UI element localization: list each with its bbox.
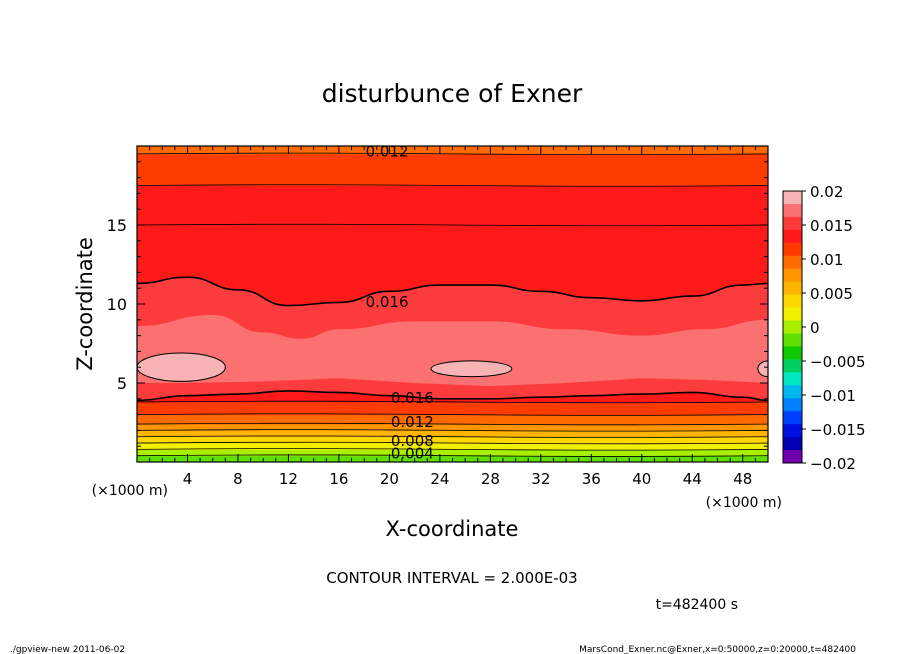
footer-right: MarsCond_Exner.nc@Exner,x=0:50000,z=0:20… bbox=[579, 645, 856, 654]
y-tick-label: 10 bbox=[107, 295, 127, 314]
x-tick-label: 20 bbox=[380, 470, 399, 488]
fill-layer bbox=[137, 449, 768, 457]
contour-label: 0.008 bbox=[391, 432, 434, 450]
colorbar-swatch bbox=[783, 372, 802, 386]
colorbar-swatch bbox=[783, 424, 802, 438]
colorbar-swatch bbox=[783, 411, 802, 425]
colorbar-swatch bbox=[783, 268, 802, 283]
contour-line bbox=[137, 152, 768, 156]
contour-line bbox=[137, 448, 768, 451]
contour-line bbox=[137, 184, 768, 187]
fill-layer bbox=[137, 443, 768, 450]
colorbar: 0.02 0.015 0.01 0.005 0 −0.005 −0.01 −0.015 −0.0… bbox=[782, 183, 866, 473]
colorbar-swatch bbox=[783, 307, 802, 321]
fill-layer bbox=[137, 185, 768, 226]
contour-line bbox=[137, 413, 768, 416]
colorbar-swatch bbox=[783, 203, 802, 218]
colorbar-label: 0.01 bbox=[810, 251, 843, 269]
colorbar-swatch bbox=[783, 437, 802, 451]
colorbar-swatch bbox=[783, 450, 802, 464]
x-unit-left: (×1000 m) bbox=[92, 483, 168, 499]
region-core bbox=[137, 315, 768, 387]
fill-layer bbox=[137, 414, 768, 425]
colorbar-swatch bbox=[783, 216, 802, 231]
region-016-upper bbox=[137, 225, 768, 306]
x-tick-label: 36 bbox=[582, 470, 601, 488]
fill-layer bbox=[137, 153, 768, 186]
colorbar-swatch bbox=[783, 398, 802, 412]
contour-fill bbox=[137, 146, 768, 462]
chart-title: disturbunce of Exner bbox=[322, 79, 583, 108]
colorbar-swatch bbox=[783, 255, 802, 270]
colorbar-label: 0.02 bbox=[810, 183, 843, 201]
contour-label: 0.012 bbox=[391, 413, 434, 431]
colorbar-label: −0.02 bbox=[810, 455, 856, 473]
max-region bbox=[430, 360, 513, 378]
x-tick-label: 24 bbox=[430, 470, 449, 488]
colorbar-swatch bbox=[783, 191, 802, 205]
colorbar-swatch bbox=[783, 229, 802, 244]
x-tick-label: 28 bbox=[481, 470, 500, 488]
colorbar-swatch bbox=[783, 359, 802, 373]
x-tick-label: 12 bbox=[279, 470, 298, 488]
colorbar-swatch bbox=[783, 346, 802, 360]
contour-016-lower bbox=[137, 390, 768, 402]
x-tick-label: 40 bbox=[632, 470, 651, 488]
colorbar-label: 0.015 bbox=[810, 217, 853, 235]
colorbar-swatch bbox=[783, 320, 802, 334]
colorbar-swatch bbox=[783, 385, 802, 399]
time-label: t=482400 s bbox=[656, 597, 738, 613]
contour-line bbox=[137, 441, 768, 445]
x-unit-right: (×1000 m) bbox=[706, 495, 782, 511]
x-tick-label: 16 bbox=[329, 470, 348, 488]
x-tick-label: 4 bbox=[183, 470, 193, 488]
fill-layer bbox=[137, 424, 768, 431]
colorbar-swatch bbox=[783, 281, 802, 296]
contour-line bbox=[137, 435, 768, 438]
footer-left: ./gpview-new 2011-06-02 bbox=[10, 645, 125, 654]
colorbar-swatch bbox=[783, 242, 802, 257]
colorbar-swatch bbox=[783, 294, 802, 308]
colorbar-label: −0.015 bbox=[810, 421, 866, 439]
x-tick-label: 8 bbox=[233, 470, 243, 488]
contour-interval-label: CONTOUR INTERVAL = 2.000E-03 bbox=[326, 569, 577, 587]
colorbar-swatch bbox=[783, 333, 802, 347]
contour-line bbox=[137, 429, 768, 432]
colorbar-label: −0.005 bbox=[810, 353, 866, 371]
contour-line bbox=[137, 223, 768, 227]
y-axis-label: Z-coordinate bbox=[73, 237, 97, 371]
x-tick-label: 32 bbox=[531, 470, 550, 488]
contour-line bbox=[137, 422, 768, 426]
contour-line bbox=[137, 400, 768, 404]
colorbar-label: 0.005 bbox=[810, 285, 853, 303]
y-tick-label: 5 bbox=[117, 374, 127, 393]
x-tick-label: 48 bbox=[733, 470, 752, 488]
contour-line bbox=[137, 454, 768, 457]
x-tick-label: 44 bbox=[683, 470, 702, 488]
fill-layer bbox=[137, 146, 768, 155]
fill-layer bbox=[137, 430, 768, 438]
max-region bbox=[137, 352, 226, 382]
colorbar-label: −0.01 bbox=[810, 387, 856, 405]
colorbar-label: 0 bbox=[810, 319, 820, 337]
fill-layer bbox=[137, 401, 768, 416]
x-axis-label: X-coordinate bbox=[386, 517, 519, 541]
contour-label: 0.016 bbox=[366, 293, 409, 311]
fill-layer bbox=[137, 436, 768, 444]
contour-label: 0.016 bbox=[391, 389, 434, 407]
contour-016-upper bbox=[137, 276, 768, 307]
y-tick-label: 15 bbox=[107, 216, 127, 235]
